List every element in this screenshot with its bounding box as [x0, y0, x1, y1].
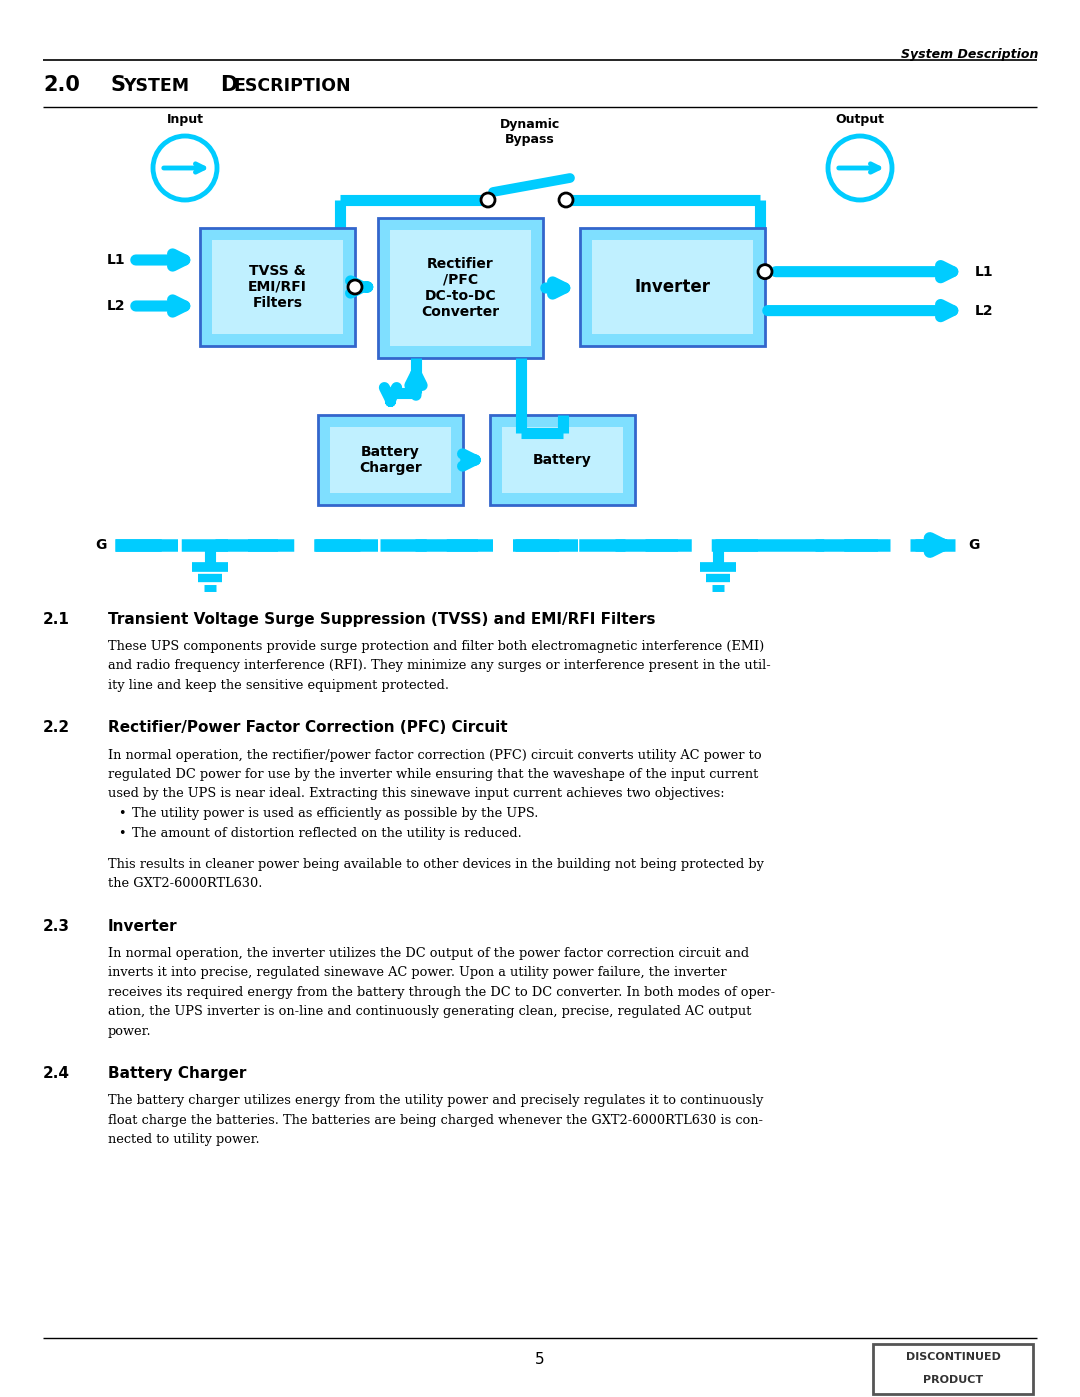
FancyBboxPatch shape: [490, 415, 635, 504]
FancyBboxPatch shape: [200, 228, 355, 346]
FancyBboxPatch shape: [330, 427, 451, 493]
Text: Inverter: Inverter: [108, 919, 177, 933]
FancyBboxPatch shape: [318, 415, 463, 504]
Text: Output: Output: [836, 113, 885, 126]
Text: Battery
Charger: Battery Charger: [360, 444, 422, 475]
FancyBboxPatch shape: [378, 218, 543, 358]
Circle shape: [758, 264, 772, 278]
Text: Input: Input: [166, 113, 203, 126]
Text: These UPS components provide surge protection and filter both electromagnetic in: These UPS components provide surge prote…: [108, 640, 765, 652]
FancyBboxPatch shape: [212, 240, 343, 334]
Text: Battery: Battery: [534, 453, 592, 467]
Text: Transient Voltage Surge Suppression (TVSS) and EMI/RFI Filters: Transient Voltage Surge Suppression (TVS…: [108, 612, 656, 627]
FancyBboxPatch shape: [502, 427, 623, 493]
Text: PRODUCT: PRODUCT: [923, 1375, 983, 1384]
Text: nected to utility power.: nected to utility power.: [108, 1133, 259, 1146]
Text: receives its required energy from the battery through the DC to DC converter. In: receives its required energy from the ba…: [108, 986, 775, 999]
Text: In normal operation, the rectifier/power factor correction (PFC) circuit convert: In normal operation, the rectifier/power…: [108, 749, 761, 761]
Text: TVSS &
EMI/RFI
Filters: TVSS & EMI/RFI Filters: [248, 264, 307, 310]
FancyBboxPatch shape: [873, 1344, 1032, 1394]
Text: power.: power.: [108, 1025, 151, 1038]
Text: D: D: [220, 75, 238, 95]
Text: and radio frequency interference (RFI). They minimize any surges or interference: and radio frequency interference (RFI). …: [108, 659, 771, 672]
Text: 2.4: 2.4: [43, 1066, 70, 1081]
Text: 2.0: 2.0: [43, 75, 80, 95]
Text: Dynamic
Bypass: Dynamic Bypass: [500, 117, 561, 147]
Text: Rectifier
/PFC
DC-to-DC
Converter: Rectifier /PFC DC-to-DC Converter: [421, 257, 500, 320]
Text: ation, the UPS inverter is on-line and continuously generating clean, precise, r: ation, the UPS inverter is on-line and c…: [108, 1006, 752, 1018]
Text: 2.1: 2.1: [43, 612, 70, 627]
Text: •: •: [118, 807, 125, 820]
Text: The utility power is used as efficiently as possible by the UPS.: The utility power is used as efficiently…: [132, 807, 538, 820]
Text: This results in cleaner power being available to other devices in the building n: This results in cleaner power being avai…: [108, 858, 764, 870]
Text: The battery charger utilizes energy from the utility power and precisely regulat: The battery charger utilizes energy from…: [108, 1094, 764, 1108]
Text: G: G: [968, 538, 980, 552]
Text: •: •: [118, 827, 125, 840]
Text: inverts it into precise, regulated sinewave AC power. Upon a utility power failu: inverts it into precise, regulated sinew…: [108, 967, 727, 979]
Circle shape: [348, 279, 362, 293]
FancyBboxPatch shape: [580, 228, 765, 346]
Text: Battery Charger: Battery Charger: [108, 1066, 246, 1081]
Circle shape: [559, 193, 573, 207]
Text: L1: L1: [975, 264, 994, 278]
Text: 5: 5: [536, 1352, 544, 1368]
Text: S: S: [110, 75, 125, 95]
Text: In normal operation, the inverter utilizes the DC output of the power factor cor: In normal operation, the inverter utiliz…: [108, 947, 750, 960]
Text: used by the UPS is near ideal. Extracting this sinewave input current achieves t: used by the UPS is near ideal. Extractin…: [108, 788, 725, 800]
Text: the GXT2-6000RTL630.: the GXT2-6000RTL630.: [108, 877, 262, 890]
Text: ity line and keep the sensitive equipment protected.: ity line and keep the sensitive equipmen…: [108, 679, 449, 692]
FancyBboxPatch shape: [390, 231, 531, 346]
Text: L2: L2: [106, 299, 125, 313]
Text: YSTEM: YSTEM: [123, 77, 195, 95]
Text: Inverter: Inverter: [635, 278, 711, 296]
Text: System Description: System Description: [901, 47, 1038, 61]
Text: DISCONTINUED: DISCONTINUED: [905, 1352, 1000, 1362]
Text: Rectifier/Power Factor Correction (PFC) Circuit: Rectifier/Power Factor Correction (PFC) …: [108, 721, 508, 735]
Text: regulated DC power for use by the inverter while ensuring that the waveshape of : regulated DC power for use by the invert…: [108, 768, 758, 781]
Text: ESCRIPTION: ESCRIPTION: [233, 77, 351, 95]
Text: float charge the batteries. The batteries are being charged whenever the GXT2-60: float charge the batteries. The batterie…: [108, 1113, 762, 1127]
Text: 2.2: 2.2: [43, 721, 70, 735]
Circle shape: [481, 193, 495, 207]
Text: L2: L2: [975, 303, 994, 317]
Text: L1: L1: [106, 253, 125, 267]
FancyBboxPatch shape: [592, 240, 753, 334]
Text: 2.3: 2.3: [43, 919, 70, 933]
Text: G: G: [96, 538, 107, 552]
Text: The amount of distortion reflected on the utility is reduced.: The amount of distortion reflected on th…: [132, 827, 522, 840]
